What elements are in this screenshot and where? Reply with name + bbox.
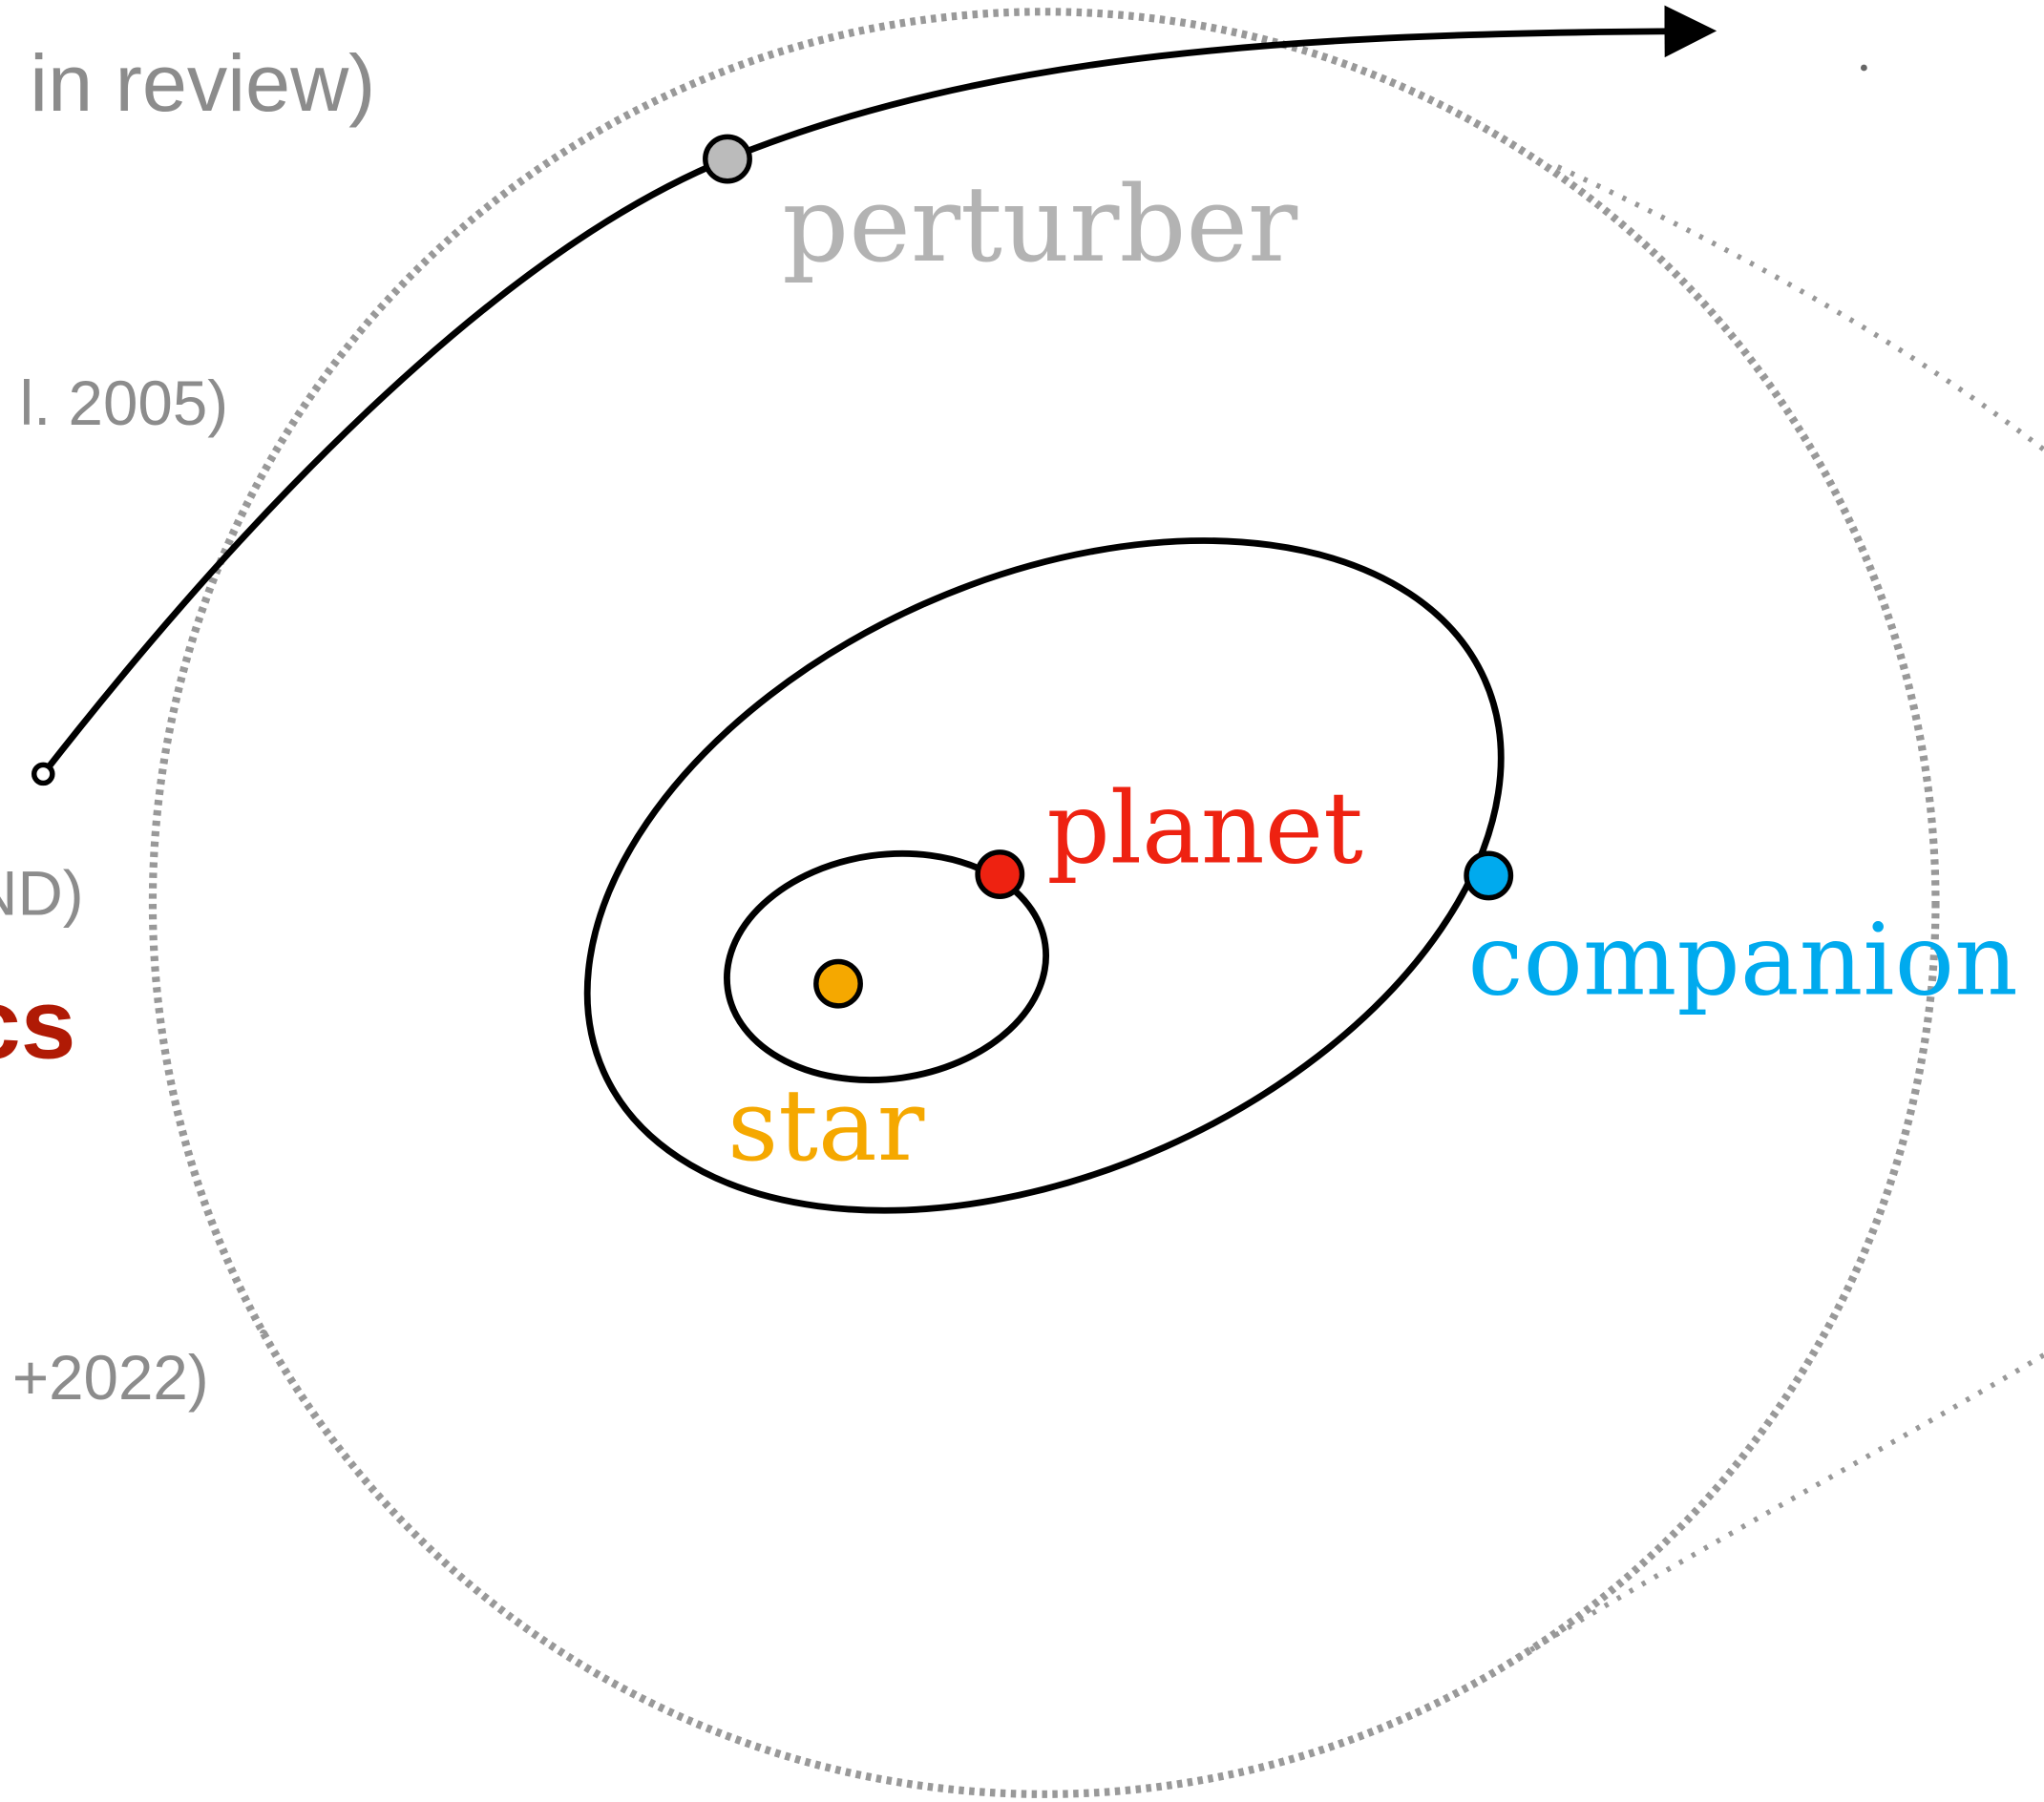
planet-dot — [978, 852, 1022, 896]
companion-orbit — [483, 409, 1606, 1344]
perturber-label: perturber — [782, 164, 1298, 285]
trajectory-start — [34, 765, 53, 783]
speck — [1861, 65, 1867, 72]
side-heading: cs — [0, 969, 75, 1079]
diagram: perturber planet companion star in revie… — [0, 0, 2044, 1802]
page: {"side_text": {"items": ["in review)", "… — [0, 0, 2044, 1802]
perturber-dot — [706, 136, 749, 180]
companion-dot — [1466, 853, 1510, 897]
side-orbit-bottom — [1512, 1355, 2044, 1662]
star-label: star — [727, 1069, 925, 1184]
star-dot — [816, 961, 860, 1005]
side-text: in review) — [30, 37, 375, 128]
side-orbit-top — [1558, 167, 2044, 450]
perturber-trajectory — [43, 31, 1671, 774]
planet-label: planet — [1046, 772, 1362, 887]
side-text: +2022) — [12, 1343, 209, 1413]
side-text: l. 2005) — [20, 368, 229, 438]
side-text: ND) — [0, 858, 84, 928]
companion-label: companion — [1467, 904, 2018, 1018]
